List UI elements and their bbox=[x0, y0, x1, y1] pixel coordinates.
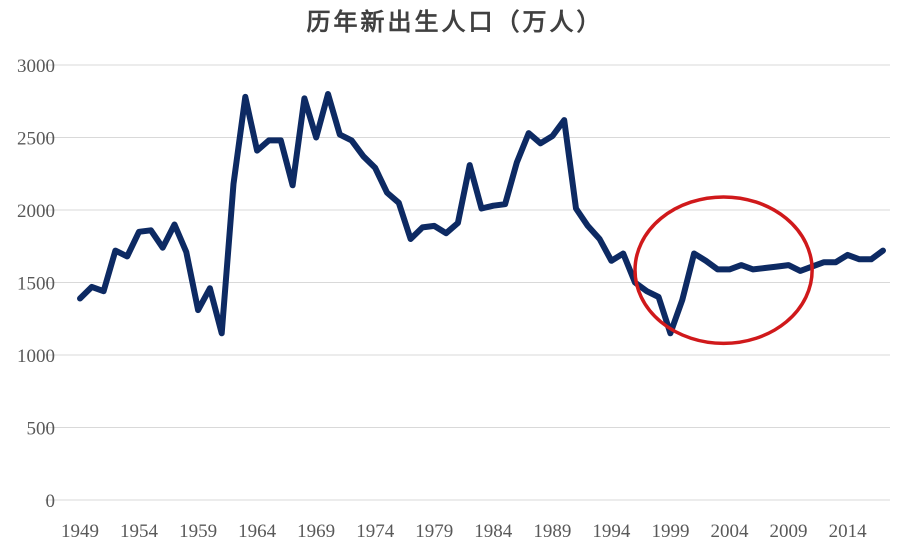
x-tick-label: 1979 bbox=[415, 521, 453, 542]
x-tick-label: 1949 bbox=[61, 521, 99, 542]
x-tick-label: 1969 bbox=[297, 521, 335, 542]
x-tick-label: 1994 bbox=[592, 521, 631, 542]
y-tick-label: 3000 bbox=[17, 56, 55, 77]
x-tick-label: 2004 bbox=[710, 521, 749, 542]
y-tick-label: 1000 bbox=[17, 346, 55, 367]
y-tick-label: 500 bbox=[27, 419, 56, 440]
y-tick-label: 2000 bbox=[17, 201, 55, 222]
series-line bbox=[80, 94, 883, 333]
x-axis-ticks: 1949 1954 1959 1964 1969 1974 1979 1984 1989 1994… bbox=[61, 521, 867, 542]
gridlines bbox=[45, 65, 890, 500]
series bbox=[80, 94, 883, 333]
x-tick-label: 1984 bbox=[474, 521, 513, 542]
x-tick-label: 2014 bbox=[829, 521, 868, 542]
x-tick-label: 1974 bbox=[356, 521, 395, 542]
x-tick-label: 1959 bbox=[179, 521, 217, 542]
chart-title: 历年新出生人口（万人） bbox=[307, 8, 604, 36]
x-tick-label: 1999 bbox=[651, 521, 689, 542]
y-tick-label: 1500 bbox=[17, 274, 55, 295]
y-tick-label: 0 bbox=[46, 491, 56, 512]
x-tick-label: 1954 bbox=[120, 521, 159, 542]
x-tick-label: 1964 bbox=[238, 521, 277, 542]
x-tick-label: 2009 bbox=[770, 521, 808, 542]
y-tick-label: 2500 bbox=[17, 129, 55, 150]
x-tick-label: 1989 bbox=[533, 521, 571, 542]
y-axis-ticks: 0 500 1000 1500 2000 2500 3000 bbox=[17, 56, 55, 512]
